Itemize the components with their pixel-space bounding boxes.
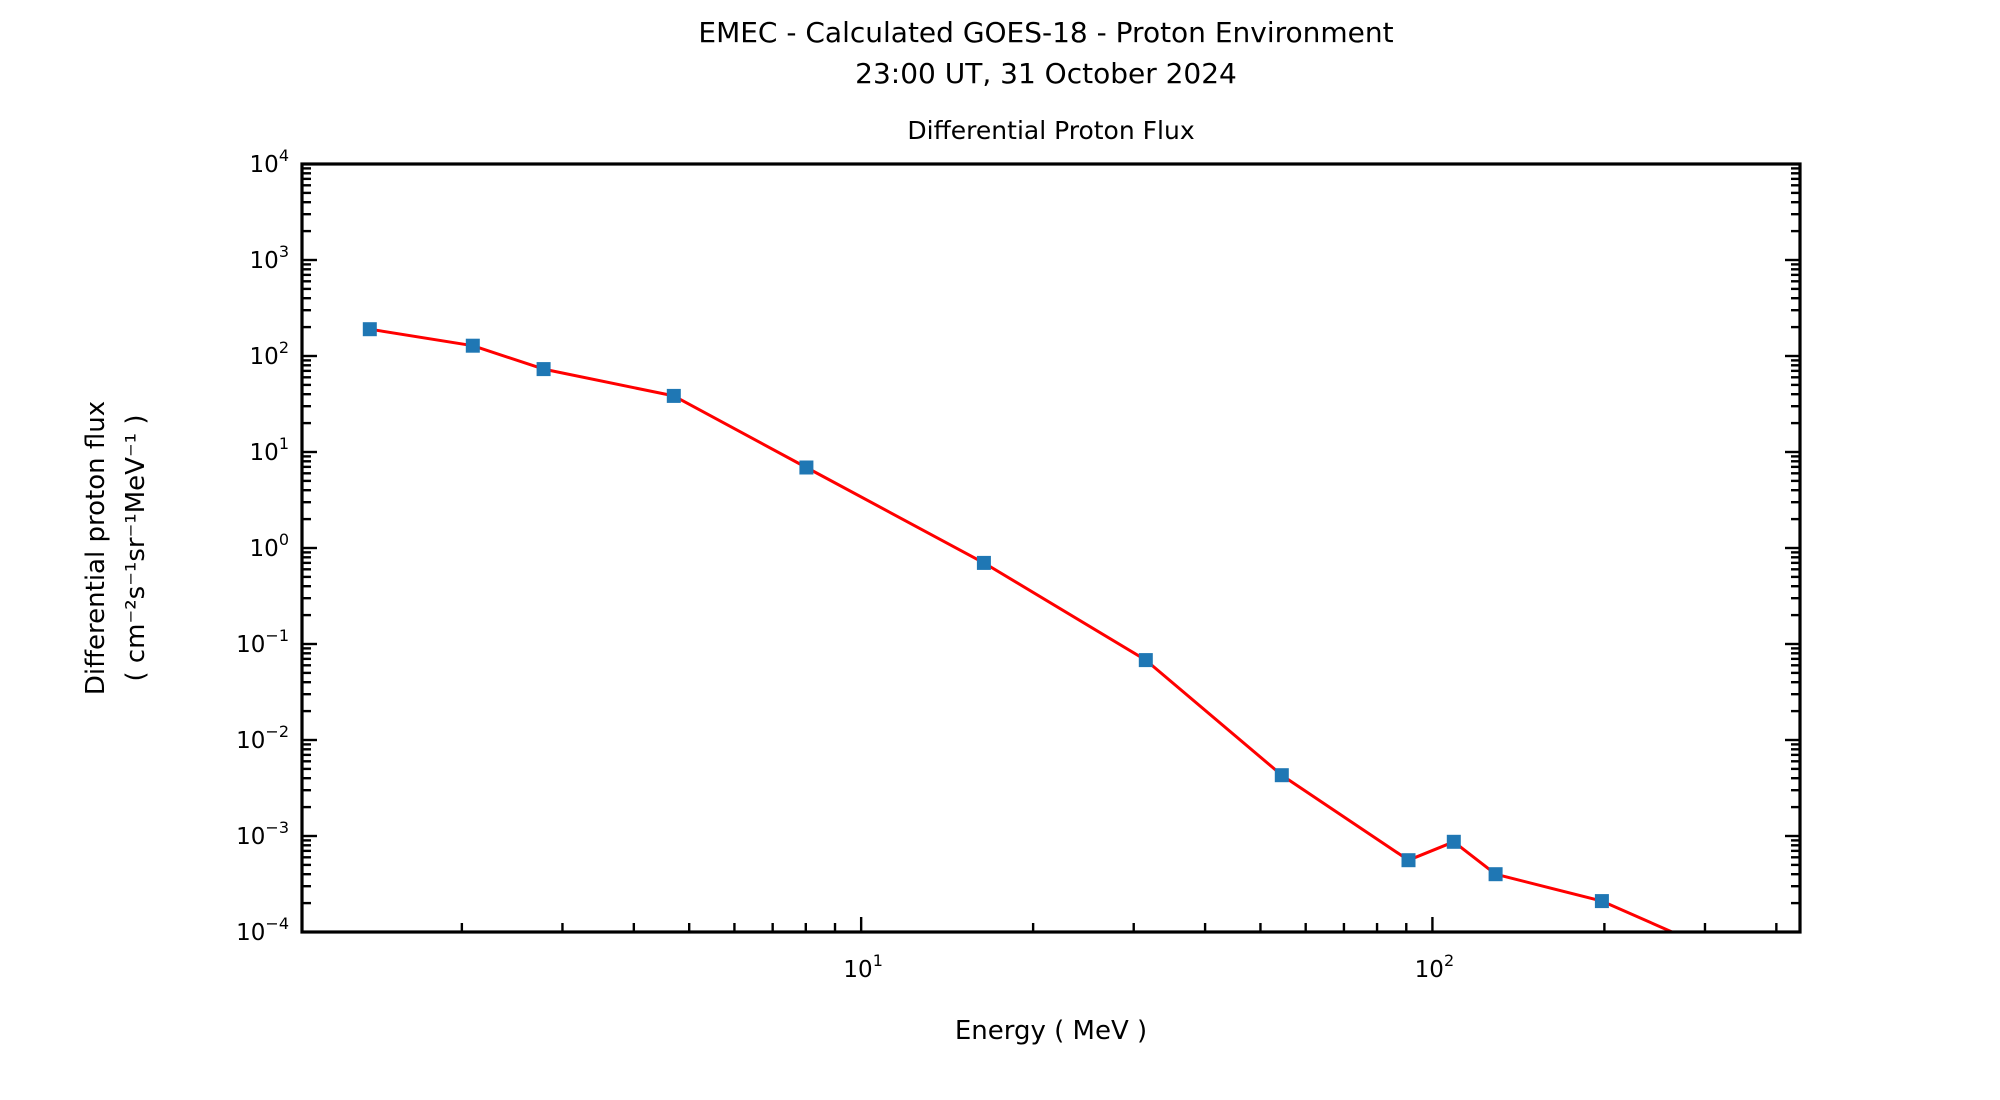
y-tick-label: 10−3 bbox=[236, 818, 289, 850]
figure-title-line1: EMEC - Calculated GOES-18 - Proton Envir… bbox=[698, 16, 1394, 49]
x-axis-label: Energy ( MeV ) bbox=[954, 1016, 1148, 1046]
data-point-marker bbox=[799, 460, 814, 475]
y-tick-label: 104 bbox=[250, 146, 289, 178]
y-tick-label: 10−1 bbox=[236, 626, 289, 658]
y-tick-label: 10−4 bbox=[236, 914, 289, 946]
y-tick-label: 100 bbox=[250, 530, 289, 562]
data-point-marker bbox=[1488, 867, 1503, 882]
y-tick-label: 10−2 bbox=[236, 722, 289, 754]
data-point-marker bbox=[1138, 653, 1153, 668]
figure-title-line2: 23:00 UT, 31 October 2024 bbox=[855, 57, 1237, 90]
data-point-marker bbox=[536, 362, 551, 377]
data-point-marker bbox=[1594, 894, 1609, 909]
data-point-marker bbox=[362, 322, 377, 337]
data-point-marker bbox=[1401, 853, 1416, 868]
data-point-marker bbox=[666, 388, 681, 403]
plot-border bbox=[300, 162, 1802, 934]
axes-title: Differential Proton Flux bbox=[907, 116, 1195, 145]
data-series-differential-proton-flux bbox=[362, 322, 1676, 932]
data-point-marker bbox=[465, 338, 480, 353]
y-tick-label: 102 bbox=[250, 338, 289, 370]
y-tick-label: 103 bbox=[250, 242, 289, 274]
data-point-marker bbox=[1274, 768, 1289, 783]
x-tick-label: 102 bbox=[1415, 951, 1454, 983]
flux-line bbox=[369, 327, 1676, 932]
x-tick-label: 101 bbox=[843, 951, 882, 983]
data-point-marker bbox=[1446, 834, 1461, 849]
y-tick-label: 101 bbox=[250, 434, 289, 466]
data-point-marker bbox=[976, 555, 991, 570]
